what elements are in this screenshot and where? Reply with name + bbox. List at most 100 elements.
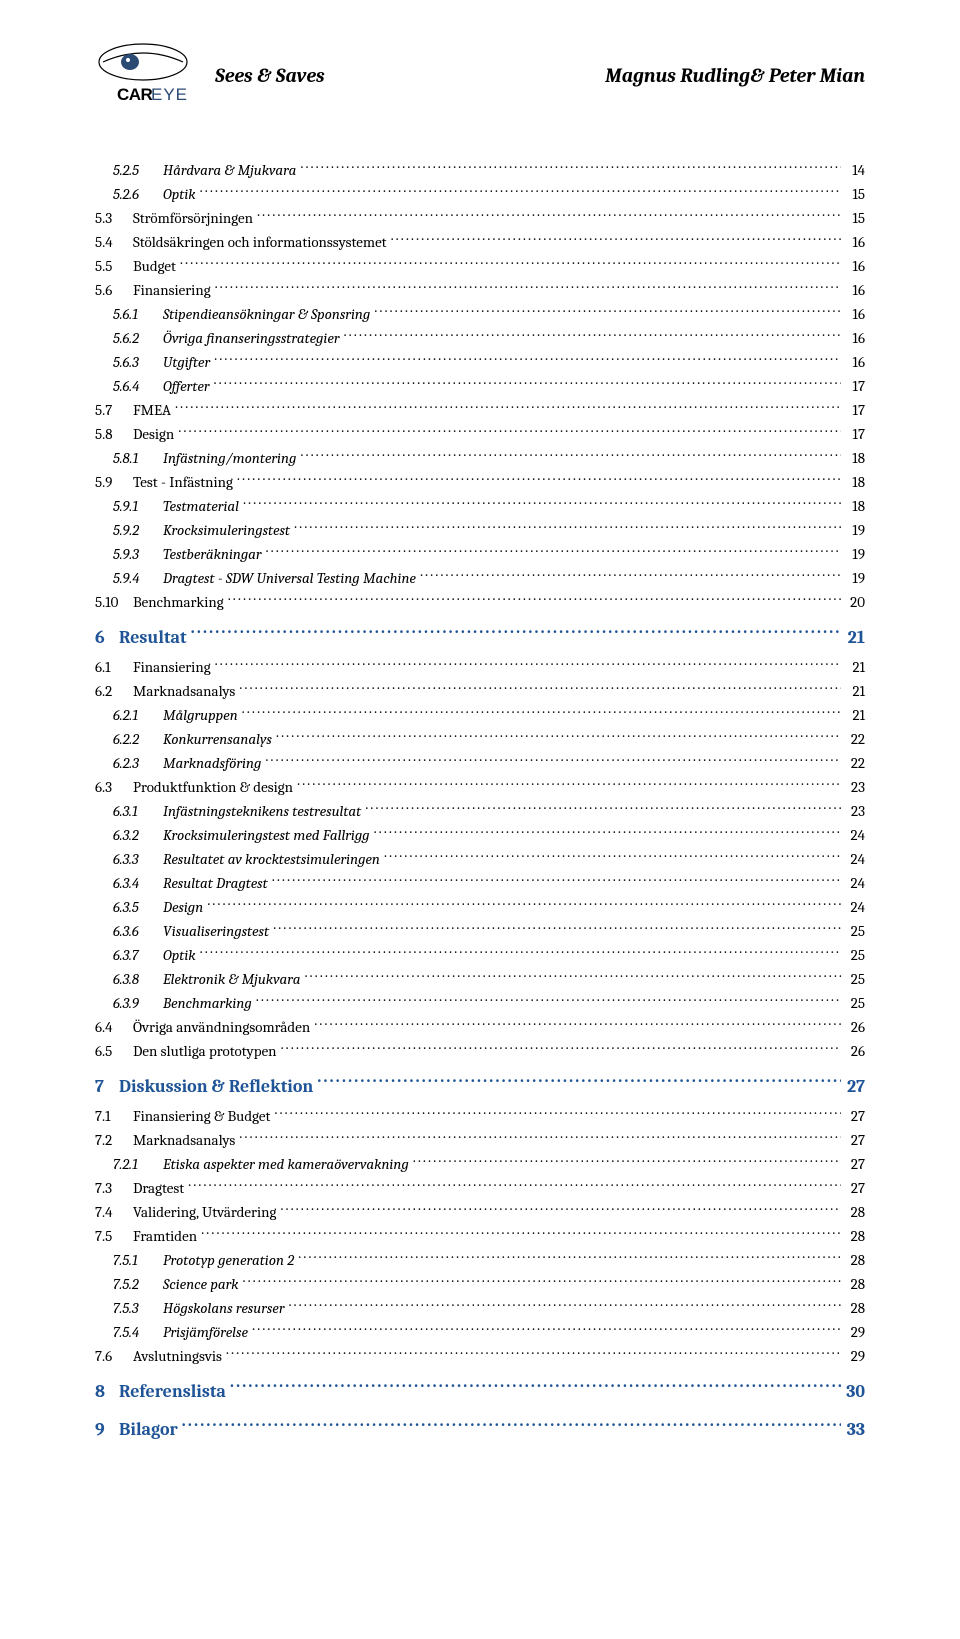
toc-entry-row[interactable]: 6.3.6 Visualiseringstest25 (95, 919, 865, 943)
toc-label: Finansiering (133, 278, 215, 302)
toc-label: Den slutliga prototypen (133, 1039, 281, 1063)
toc-chapter-row[interactable]: 9 Bilagor33 (95, 1416, 865, 1445)
toc-label: Finansiering (133, 655, 215, 679)
toc-page-number: 25 (841, 991, 865, 1015)
toc-entry-row[interactable]: 6.3 Produktfunktion & design23 (95, 775, 865, 799)
toc-entry-row[interactable]: 6.3.2 Krocksimuleringstest med Fallrigg2… (95, 823, 865, 847)
toc-entry-row[interactable]: 5.6.3 Utgifter16 (95, 350, 865, 374)
toc-page-number: 21 (841, 624, 865, 653)
toc-number: 6.3.2 (113, 823, 163, 847)
toc-page-number: 17 (841, 398, 865, 422)
toc-page-number: 29 (841, 1344, 865, 1368)
toc-entry-row[interactable]: 7.3 Dragtest27 (95, 1176, 865, 1200)
toc-entry-row[interactable]: 7.5.3 Högskolans resurser28 (95, 1296, 865, 1320)
toc-number: 5.6 (95, 278, 133, 302)
toc-entry-row[interactable]: 6.4 Övriga användningsområden26 (95, 1015, 865, 1039)
svg-text:EYE: EYE (151, 85, 188, 104)
toc-number: 6.2.1 (113, 703, 163, 727)
toc-number: 6.3.3 (113, 847, 163, 871)
toc-number: 5.5 (95, 254, 133, 278)
toc-entry-row[interactable]: 6.2.3 Marknadsföring22 (95, 751, 865, 775)
toc-label: Marknadsanalys (133, 679, 239, 703)
svg-text:CAR: CAR (117, 85, 153, 104)
toc-label: Testmaterial (163, 494, 243, 518)
toc-entry-row[interactable]: 5.7 FMEA17 (95, 398, 865, 422)
toc-label: Testberäkningar (163, 542, 266, 566)
toc-page-number: 25 (841, 967, 865, 991)
toc-entry-row[interactable]: 5.9.1 Testmaterial18 (95, 494, 865, 518)
toc-entry-row[interactable]: 5.6.2 Övriga finanseringsstrategier16 (95, 326, 865, 350)
toc-label: Finansiering & Budget (133, 1104, 274, 1128)
toc-entry-row[interactable]: 6.2.2 Konkurrensanalys22 (95, 727, 865, 751)
toc-page-number: 19 (841, 542, 865, 566)
toc-entry-row[interactable]: 6.3.9 Benchmarking25 (95, 991, 865, 1015)
toc-entry-row[interactable]: 5.9.4 Dragtest - SDW Universal Testing M… (95, 566, 865, 590)
toc-chapter-row[interactable]: 8 Referenslista30 (95, 1378, 865, 1407)
toc-entry-row[interactable]: 5.6.4 Offerter17 (95, 374, 865, 398)
toc-label: Benchmarking (163, 991, 256, 1015)
toc-entry-row[interactable]: 6.5 Den slutliga prototypen26 (95, 1039, 865, 1063)
toc-entry-row[interactable]: 6.3.4 Resultat Dragtest24 (95, 871, 865, 895)
toc-entry-row[interactable]: 7.4 Validering, Utvärdering28 (95, 1200, 865, 1224)
toc-entry-row[interactable]: 6.2 Marknadsanalys21 (95, 679, 865, 703)
toc-label: Diskussion & Reflektion (119, 1073, 317, 1102)
page-header: CAR EYE Sees & Saves Magnus Rudling& Pet… (95, 40, 865, 110)
toc-label: Elektronik & Mjukvara (163, 967, 304, 991)
toc-page-number: 23 (841, 775, 865, 799)
toc-leader-dots (178, 424, 841, 439)
toc-leader-dots (252, 1322, 841, 1337)
toc-entry-row[interactable]: 6.1 Finansiering21 (95, 655, 865, 679)
toc-entry-row[interactable]: 6.3.1 Infästningsteknikens testresultat2… (95, 799, 865, 823)
toc-entry-row[interactable]: 6.3.7 Optik25 (95, 943, 865, 967)
toc-chapter-row[interactable]: 6 Resultat21 (95, 624, 865, 653)
toc-leader-dots (413, 1154, 841, 1169)
toc-entry-row[interactable]: 7.2.1 Etiska aspekter med kameraövervakn… (95, 1152, 865, 1176)
toc-number: 6.3.1 (113, 799, 163, 823)
toc-page-number: 24 (841, 871, 865, 895)
toc-number: 5.10 (95, 590, 133, 614)
toc-number: 8 (95, 1378, 119, 1407)
toc-entry-row[interactable]: 5.8 Design17 (95, 422, 865, 446)
toc-entry-row[interactable]: 6.3.8 Elektronik & Mjukvara25 (95, 967, 865, 991)
toc-entry-row[interactable]: 7.5 Framtiden28 (95, 1224, 865, 1248)
toc-number: 7.1 (95, 1104, 133, 1128)
toc-entry-row[interactable]: 6.3.5 Design24 (95, 895, 865, 919)
toc-leader-dots (273, 921, 841, 936)
toc-page-number: 27 (841, 1176, 865, 1200)
toc-label: Design (133, 422, 178, 446)
toc-entry-row[interactable]: 7.5.1 Prototyp generation 228 (95, 1248, 865, 1272)
toc-entry-row[interactable]: 5.6 Finansiering16 (95, 278, 865, 302)
toc-entry-row[interactable]: 7.5.4 Prisjämförelse29 (95, 1320, 865, 1344)
toc-label: Krocksimuleringstest med Fallrigg (163, 823, 374, 847)
toc-entry-row[interactable]: 5.10 Benchmarking20 (95, 590, 865, 614)
toc-entry-row[interactable]: 7.2 Marknadsanalys27 (95, 1128, 865, 1152)
toc-entry-row[interactable]: 5.2.5 Hårdvara & Mjukvara14 (95, 158, 865, 182)
toc-entry-row[interactable]: 5.9.3 Testberäkningar19 (95, 542, 865, 566)
toc-number: 5.4 (95, 230, 133, 254)
toc-number: 5.8 (95, 422, 133, 446)
toc-entry-row[interactable]: 5.4 Stöldsäkringen och informationssyste… (95, 230, 865, 254)
toc-label: Test - Infästning (133, 470, 237, 494)
toc-entry-row[interactable]: 7.1 Finansiering & Budget27 (95, 1104, 865, 1128)
toc-entry-row[interactable]: 5.3 Strömförsörjningen15 (95, 206, 865, 230)
toc-label: Resultatet av krocktestsimuleringen (163, 847, 384, 871)
toc-entry-row[interactable]: 6.2.1 Målgruppen21 (95, 703, 865, 727)
toc-page-number: 19 (841, 518, 865, 542)
toc-leader-dots (243, 496, 841, 511)
toc-entry-row[interactable]: 5.2.6 Optik15 (95, 182, 865, 206)
toc-entry-row[interactable]: 6.3.3 Resultatet av krocktestsimuleringe… (95, 847, 865, 871)
toc-entry-row[interactable]: 7.6 Avslutningsvis29 (95, 1344, 865, 1368)
toc-entry-row[interactable]: 7.5.2 Science park28 (95, 1272, 865, 1296)
toc-chapter-row[interactable]: 7 Diskussion & Reflektion27 (95, 1073, 865, 1102)
toc-entry-row[interactable]: 5.8.1 Infästning/montering18 (95, 446, 865, 470)
toc-number: 5.9 (95, 470, 133, 494)
toc-label: Referenslista (119, 1378, 230, 1407)
toc-entry-row[interactable]: 5.9.2 Krocksimuleringstest19 (95, 518, 865, 542)
toc-label: Marknadsföring (163, 751, 265, 775)
toc-entry-row[interactable]: 5.6.1 Stipendieansökningar & Sponsring16 (95, 302, 865, 326)
toc-entry-row[interactable]: 5.9 Test - Infästning18 (95, 470, 865, 494)
toc-leader-dots (280, 1202, 841, 1217)
toc-label: Övriga finanseringsstrategier (163, 326, 344, 350)
toc-page-number: 21 (841, 679, 865, 703)
toc-entry-row[interactable]: 5.5 Budget16 (95, 254, 865, 278)
